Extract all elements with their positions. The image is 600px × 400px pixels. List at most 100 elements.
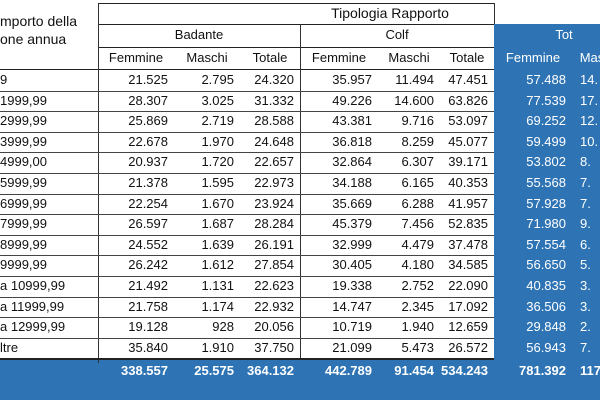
row-label: 1999,99 (0, 92, 47, 108)
table-cell: 19.128 (128, 319, 168, 335)
total-cell: 117. (580, 363, 600, 379)
table-cell: 14.600 (394, 92, 434, 108)
table-cell: 24.552 (128, 236, 168, 252)
table-cell: 4.180 (401, 257, 434, 273)
total-row-highlight (0, 360, 600, 400)
row-label: 6999,99 (0, 195, 47, 211)
table-cell: 26.191 (254, 236, 294, 252)
row-label: 3999,99 (0, 133, 47, 149)
table-cell: 26.572 (448, 339, 488, 355)
row-divider (0, 173, 494, 174)
row-label: a 12999,99 (0, 319, 66, 335)
table-cell: 1.970 (201, 133, 234, 149)
table-cell: 23.924 (254, 195, 294, 211)
row-divider (0, 255, 494, 257)
total-cell: 364.132 (247, 363, 294, 379)
table-cell: 1.720 (201, 154, 234, 170)
table-cell: 6.307 (401, 154, 434, 170)
table-cell: 8.259 (401, 133, 434, 149)
column-header: Femmine (505, 50, 561, 65)
table-cell: 14.747 (332, 298, 372, 314)
table-cell: 32.864 (332, 154, 372, 170)
group-title: Tipologia Rapporto (331, 5, 449, 21)
row-divider (0, 317, 494, 319)
table-cell: 1.940 (401, 319, 434, 335)
total-cell: 91.454 (394, 363, 434, 379)
table-cell: 22.623 (254, 278, 294, 293)
table-cell: 2. (580, 319, 591, 335)
table-cell: 1.910 (201, 339, 234, 355)
table-cell: 63.826 (448, 92, 488, 108)
table-cell: 7. (580, 175, 591, 190)
table-cell: 36.506 (526, 298, 566, 314)
column-header: Mas (579, 50, 600, 65)
table-cell: 35.669 (332, 195, 372, 211)
table-cell: 1.612 (201, 257, 234, 273)
table-cell: 29.848 (526, 319, 566, 335)
column-divider (494, 3, 495, 24)
table-cell: 1.687 (201, 216, 234, 232)
table-cell: 6. (580, 236, 591, 252)
table-cell: 27.854 (254, 257, 294, 273)
table-cell: 47.451 (448, 72, 488, 87)
table-cell: 9. (580, 216, 591, 232)
table-cell: 77.539 (526, 92, 566, 108)
table-cell: 28.284 (254, 216, 294, 232)
column-header: Totale (252, 50, 288, 65)
table-cell: 2.345 (401, 298, 434, 314)
table-cell: 49.226 (332, 92, 372, 108)
row-label: 8999,99 (0, 236, 47, 252)
table-cell: 43.381 (332, 113, 372, 129)
table-cell: 20.937 (128, 154, 168, 170)
table-cell: 53.802 (526, 154, 566, 170)
table-cell: 37.750 (254, 339, 294, 355)
row-divider (0, 358, 494, 361)
header-divider (98, 24, 494, 25)
table-cell: 17.092 (448, 298, 488, 314)
table-cell: 40.835 (526, 278, 566, 293)
table-cell: 5. (580, 257, 591, 273)
row-label: 4999,00 (0, 154, 47, 170)
badante-group-header: Badante (174, 27, 224, 42)
table-cell: 56.650 (526, 257, 566, 273)
table-cell: 1.595 (201, 175, 234, 190)
table-cell: 7.456 (401, 216, 434, 232)
table-cell: 20.056 (254, 319, 294, 335)
header-divider (98, 3, 494, 4)
table-cell: 7. (580, 195, 591, 211)
row-divider (0, 111, 494, 113)
table-cell: 69.252 (526, 113, 566, 129)
table-cell: 6.165 (401, 175, 434, 190)
row-label: 5999,99 (0, 175, 47, 190)
table-cell: 21.378 (128, 175, 168, 190)
row-divider (0, 152, 494, 154)
table-cell: 53.097 (448, 113, 488, 129)
column-header: Totale (449, 50, 485, 65)
totale-group-header: Tot (555, 27, 573, 42)
table-cell: 2.719 (201, 113, 234, 129)
table-cell: 59.499 (526, 133, 566, 149)
table-cell: 928 (212, 319, 234, 335)
row-divider (0, 276, 494, 277)
row-divider (0, 214, 494, 216)
table-cell: 26.242 (128, 257, 168, 273)
table-cell: 34.585 (448, 257, 488, 273)
table-cell: 56.943 (526, 339, 566, 355)
table-cell: 21.099 (332, 339, 372, 355)
table-cell: 3.025 (201, 92, 234, 108)
table-cell: 22.657 (254, 154, 294, 170)
row-divider (0, 337, 494, 339)
table-cell: 35.957 (332, 72, 372, 87)
table-cell: 22.678 (128, 133, 168, 149)
row-divider (0, 193, 494, 195)
row-label-header-line1: mporto della (0, 13, 78, 29)
table-cell: 4.479 (401, 236, 434, 252)
total-cell: 534.243 (441, 363, 488, 379)
table-cell: 9.716 (401, 113, 434, 129)
total-cell: 442.789 (325, 363, 372, 379)
colf-group-header: Colf (385, 27, 409, 42)
row-label: 7999,99 (0, 216, 47, 232)
table-cell: 22.254 (128, 195, 168, 211)
table-cell: 6.288 (401, 195, 434, 211)
table-cell: 57.554 (526, 236, 566, 252)
